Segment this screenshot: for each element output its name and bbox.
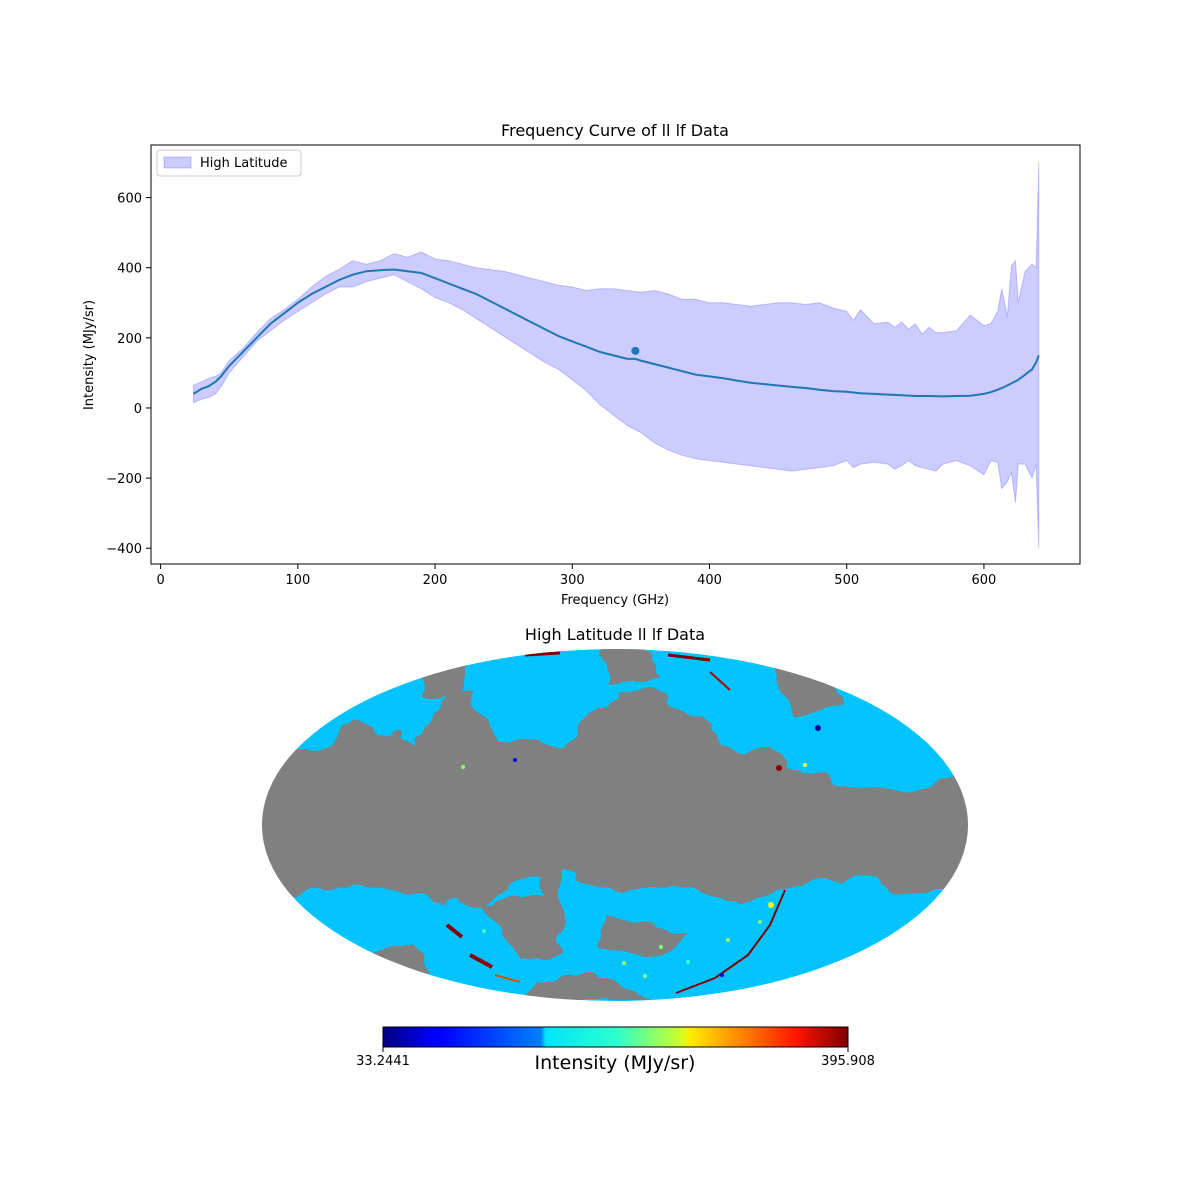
x-tick-label: 300 xyxy=(560,573,585,588)
legend-label: High Latitude xyxy=(200,156,288,171)
colorbar-gradient xyxy=(382,1026,849,1048)
y-tick-label: 0 xyxy=(134,402,142,417)
y-tick-label: 600 xyxy=(117,192,142,207)
y-tick-label: −200 xyxy=(106,472,142,487)
y-axis-ticks: −400 −200 0 200 400 600 xyxy=(106,192,151,557)
legend-frame xyxy=(156,149,302,177)
colorbar: 33.2441 395.908 Intensity (MJy/sr) xyxy=(356,1026,875,1074)
colorbar-min-label: 33.2441 xyxy=(356,1054,410,1069)
x-axis-ticks: 0 100 200 300 400 500 600 xyxy=(156,564,996,588)
legend-swatch xyxy=(163,156,192,169)
x-tick-label: 400 xyxy=(697,573,722,588)
highlight-point xyxy=(631,346,640,355)
chart-title: Frequency Curve of ll lf Data xyxy=(501,121,729,140)
y-axis-label: Intensity (MJy/sr) xyxy=(82,300,97,410)
y-tick-label: 400 xyxy=(117,262,142,277)
map-title: High Latitude ll lf Data xyxy=(525,625,705,644)
x-axis-label: Frequency (GHz) xyxy=(561,593,669,608)
hotspots xyxy=(445,651,821,994)
x-tick-label: 200 xyxy=(423,573,448,588)
x-tick-label: 600 xyxy=(972,573,997,588)
plot-frame xyxy=(150,144,1081,565)
x-tick-label: 500 xyxy=(834,573,859,588)
colorbar-max-label: 395.908 xyxy=(821,1054,875,1069)
y-tick-label: 200 xyxy=(117,332,142,347)
x-tick-label: 100 xyxy=(285,573,310,588)
mean-intensity-line xyxy=(192,268,1040,398)
sky-map-panel: High Latitude ll lf Data xyxy=(262,625,968,1074)
x-tick-label: 0 xyxy=(156,573,164,588)
colorbar-label: Intensity (MJy/sr) xyxy=(535,1052,696,1074)
mollweide-map xyxy=(262,649,968,1001)
y-tick-label: −400 xyxy=(106,542,142,557)
legend: High Latitude xyxy=(156,149,302,177)
frequency-curve-panel: Frequency Curve of ll lf Data 0 100 200 300… xyxy=(82,121,1081,608)
